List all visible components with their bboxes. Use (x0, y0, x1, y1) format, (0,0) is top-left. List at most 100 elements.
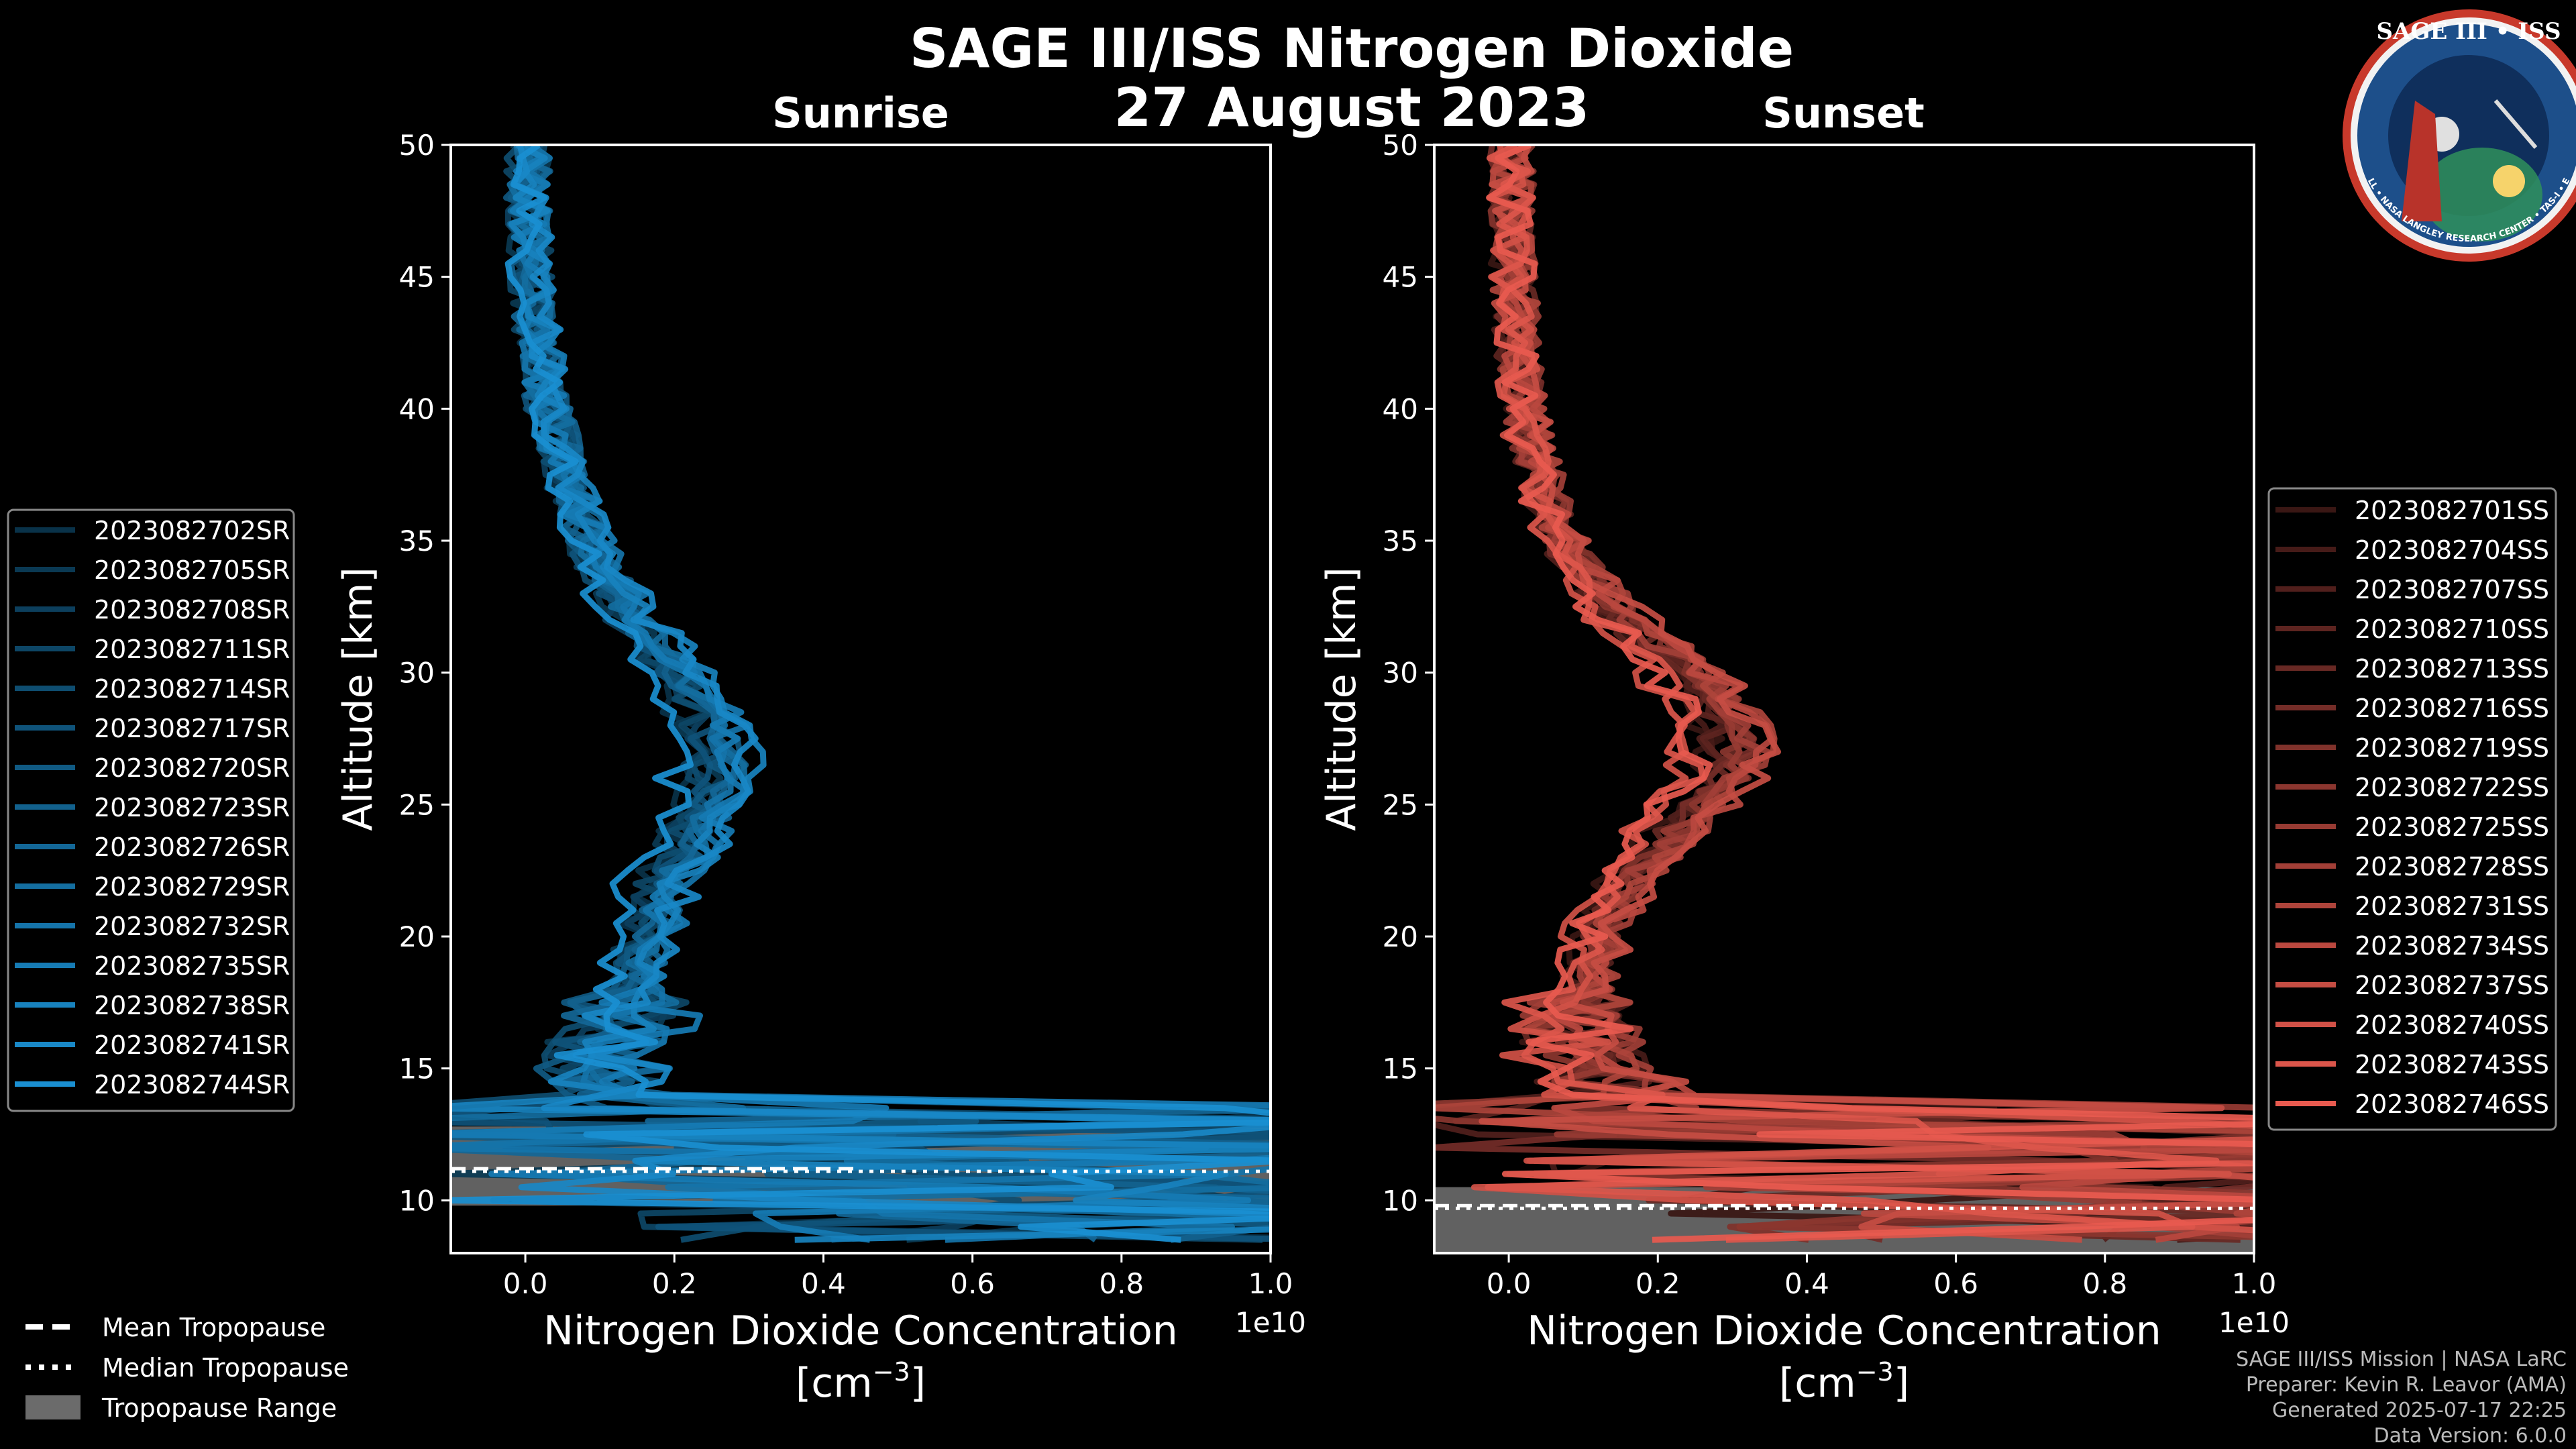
x-tick-label: 1.0 (1248, 1267, 1293, 1300)
axes-frame (1433, 144, 2255, 1254)
y-tick-label: 35 (1383, 525, 1418, 557)
y-tick-label: 15 (1383, 1053, 1418, 1085)
legend-label-2023082713SS: 2023082713SS (2355, 654, 2549, 684)
x-tick-label: 0.6 (950, 1267, 995, 1300)
y-tick-label: 35 (399, 525, 435, 557)
legend-label-2023082737SS: 2023082737SS (2355, 971, 2549, 1000)
legend-label-2023082728SS: 2023082728SS (2355, 852, 2549, 881)
x-tick-label: 0.2 (1635, 1267, 1680, 1300)
sunset-panel-title: Sunset (1762, 89, 1925, 138)
figure-title: SAGE III/ISS Nitrogen Dioxide (910, 17, 1794, 80)
legend-label-2023082704SS: 2023082704SS (2355, 535, 2549, 565)
figure-date: 27 August 2023 (1114, 76, 1590, 139)
legend-label-2023082732SR: 2023082732SR (94, 912, 290, 941)
legend-label-2023082735SR: 2023082735SR (94, 951, 290, 981)
mean-tropopause-label: Mean Tropopause (102, 1313, 325, 1342)
legend-label-2023082744SR: 2023082744SR (94, 1070, 290, 1099)
sunset-legend: 2023082701SS 2023082704SS 2023082707SS 2023… (2267, 487, 2557, 1131)
tropopause-range-label: Tropopause Range (101, 1393, 337, 1423)
x-tick-label: 0.8 (2082, 1267, 2127, 1300)
profile-line-2023082741SR (512, 145, 1271, 1219)
profile-line-2023082731SS (1434, 145, 2254, 1218)
y-tick-label: 10 (1383, 1184, 1418, 1217)
x-axis-unit-close: ] (1894, 1360, 1909, 1407)
legend-label-2023082729SR: 2023082729SR (94, 872, 290, 902)
legend-label-2023082746SS: 2023082746SS (2355, 1089, 2549, 1119)
y-tick-label: 40 (399, 392, 435, 425)
legend-label-2023082734SS: 2023082734SS (2355, 931, 2549, 961)
median-tropopause-label: Median Tropopause (102, 1353, 349, 1383)
sunset-legend-frame (2267, 487, 2557, 1131)
legend-label-2023082723SR: 2023082723SR (94, 793, 290, 822)
legend-label-2023082725SS: 2023082725SS (2355, 812, 2549, 842)
y-tick-label: 30 (1383, 657, 1418, 690)
y-tick-label: 50 (1383, 129, 1418, 162)
legend-label-2023082741SR: 2023082741SR (94, 1030, 290, 1060)
axes-frame (449, 144, 1272, 1254)
x-multiplier-label: 1e10 (2218, 1306, 2290, 1339)
plot-area (1434, 145, 2254, 1253)
tropopause-range-swatch (25, 1395, 80, 1419)
credits: SAGE III/ISS Mission | NASA LaRC Prepare… (2236, 1348, 2567, 1448)
sunrise-panel-title: Sunrise (772, 89, 949, 138)
logo-sun-icon (2493, 165, 2525, 197)
x-tick-label: 0.4 (1784, 1267, 1829, 1300)
y-tick-label: 30 (399, 657, 435, 690)
legend-label-2023082719SS: 2023082719SS (2355, 733, 2549, 763)
legend-label-2023082726SR: 2023082726SR (94, 833, 290, 862)
y-tick-label: 40 (1383, 392, 1418, 425)
legend-label-2023082722SS: 2023082722SS (2355, 773, 2549, 802)
profile-line-2023082744SR (451, 145, 1271, 1243)
legend-label-2023082716SS: 2023082716SS (2355, 694, 2549, 723)
x-axis-unit: [cm−3] (1779, 1357, 1909, 1407)
x-axis-unit-close: ] (910, 1360, 926, 1407)
logo-text: SAGE III • ISS (2376, 18, 2561, 45)
tropopause-legend: Mean Tropopause Median Tropopause Tropop… (25, 1313, 349, 1423)
y-tick-label: 10 (399, 1184, 435, 1217)
x-axis-label: Nitrogen Dioxide Concentration (543, 1307, 1178, 1354)
y-axis-label: Altitude [km] (335, 567, 382, 831)
legend-label-2023082702SR: 2023082702SR (94, 516, 290, 545)
y-tick-label: 20 (1383, 920, 1418, 953)
legend-label-2023082701SS: 2023082701SS (2355, 496, 2549, 525)
x-axis-unit-base: [cm (1779, 1360, 1856, 1407)
legend-label-2023082705SR: 2023082705SR (94, 555, 290, 585)
legend-label-2023082707SS: 2023082707SS (2355, 575, 2549, 604)
sunrise-legend: 2023082702SR 2023082705SR 2023082708SR 2023… (7, 508, 295, 1112)
x-tick-label: 0.8 (1099, 1267, 1144, 1300)
legend-label-2023082720SR: 2023082720SR (94, 753, 290, 783)
legend-label-2023082738SR: 2023082738SR (94, 991, 290, 1020)
profile-line-2023082738SR (451, 145, 1271, 1243)
profile-line-2023082746SS (1486, 145, 2254, 1243)
x-tick-label: 0.0 (1487, 1267, 1532, 1300)
y-tick-label: 15 (399, 1053, 435, 1085)
y-tick-label: 45 (399, 261, 435, 294)
credit-line-2: Preparer: Kevin R. Leavor (AMA) (2246, 1373, 2567, 1397)
y-tick-label: 25 (1383, 788, 1418, 821)
y-tick-label: 45 (1383, 261, 1418, 294)
profile-line-2023082717SR (451, 145, 1271, 1242)
credit-line-4: Data Version: 6.0.0 (2374, 1424, 2567, 1448)
x-tick-label: 0.6 (1933, 1267, 1978, 1300)
sunrise-panel: 0.0 0.2 0.4 0.6 0.8 1.0 10 15 20 25 30 35 40 45 50 1e10… (335, 129, 1306, 1407)
profile-line-2023082710SS (1452, 145, 2254, 1232)
profile-line-2023082723SR (506, 145, 1271, 1243)
legend-label-2023082714SR: 2023082714SR (94, 674, 290, 704)
x-multiplier-label: 1e10 (1235, 1306, 1306, 1339)
legend-label-2023082711SR: 2023082711SR (94, 635, 290, 664)
y-tick-label: 50 (399, 129, 435, 162)
x-tick-label: 1.0 (2232, 1267, 2277, 1300)
credit-line-3: Generated 2025-07-17 22:25 (2272, 1399, 2567, 1422)
y-tick-label: 20 (399, 920, 435, 953)
sunset-panel: 0.0 0.2 0.4 0.6 0.8 1.0 10 15 20 25 30 35 40 45 50 1e10… (1318, 129, 2290, 1407)
x-tick-label: 0.4 (801, 1267, 846, 1300)
legend-label-2023082740SS: 2023082740SS (2355, 1010, 2549, 1040)
logo-figure-robe-icon (2402, 101, 2442, 221)
profile-line-2023082714SR (451, 145, 1186, 1243)
x-axis-unit: [cm−3] (796, 1357, 926, 1407)
y-tick-label: 25 (399, 788, 435, 821)
sunrise-legend-frame (7, 508, 295, 1112)
logo-iss-icon (2493, 99, 2538, 149)
x-tick-label: 0.0 (503, 1267, 548, 1300)
